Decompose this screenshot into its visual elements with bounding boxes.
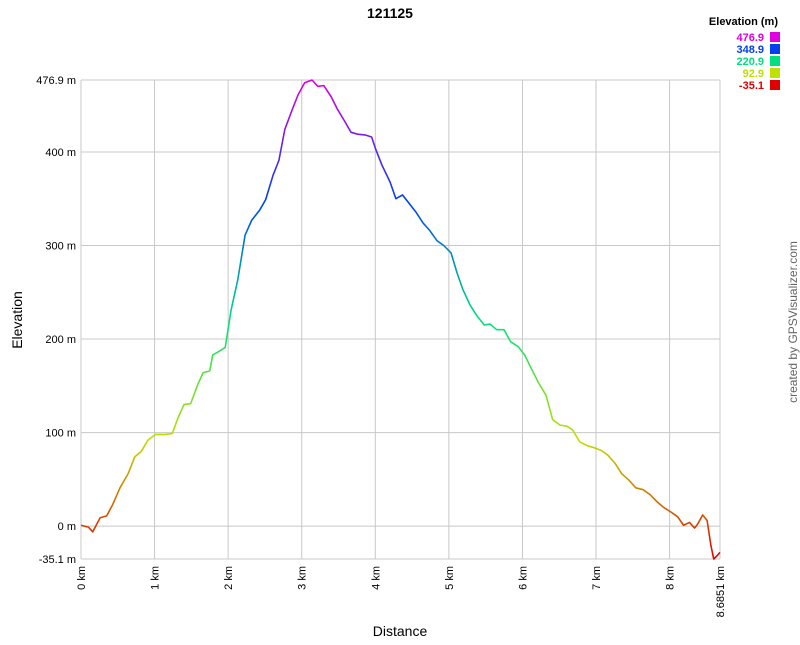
credit: created by GPSVisualizer.com — [786, 241, 800, 403]
y-tick-label: 300 m — [45, 240, 76, 252]
legend-label: -35.1 — [739, 80, 764, 92]
elevation-line — [80, 79, 721, 560]
chart-title: 121125 — [367, 5, 413, 21]
legend-swatch — [770, 32, 780, 42]
x-tick-label: 3 km — [297, 566, 309, 590]
y-tick-label: 400 m — [45, 147, 76, 159]
legend-label: 476.9 — [736, 32, 764, 44]
y-tick-label: -35.1 m — [39, 554, 76, 566]
x-tick-label: 1 km — [150, 566, 162, 590]
x-tick-label: 8.6851 km — [715, 566, 727, 617]
y-axis-label: Elevation — [9, 291, 25, 349]
y-tick-label: 200 m — [45, 334, 76, 346]
legend-swatch — [770, 44, 780, 54]
legend-label: 220.9 — [736, 56, 764, 68]
legend-title: Elevation (m) — [709, 16, 778, 28]
y-tick-label: 476.9 m — [36, 75, 76, 87]
legend-swatch — [770, 56, 780, 66]
legend-label: 92.9 — [743, 68, 764, 80]
x-tick-label: 7 km — [591, 566, 603, 590]
x-tick-label: 0 km — [76, 566, 88, 590]
x-tick-label: 2 km — [223, 566, 235, 590]
x-tick-label: 5 km — [444, 566, 456, 590]
x-tick-label: 4 km — [370, 566, 382, 590]
x-tick-label: 6 km — [517, 566, 529, 590]
x-tick-label: 8 km — [665, 566, 677, 590]
y-tick-label: 100 m — [45, 428, 76, 440]
y-tick-label: 0 m — [58, 521, 76, 533]
legend-label: 348.9 — [736, 44, 764, 56]
x-axis-label: Distance — [373, 623, 428, 639]
legend-swatch — [770, 80, 780, 90]
plot-area — [81, 80, 720, 559]
legend-swatch — [770, 68, 780, 78]
